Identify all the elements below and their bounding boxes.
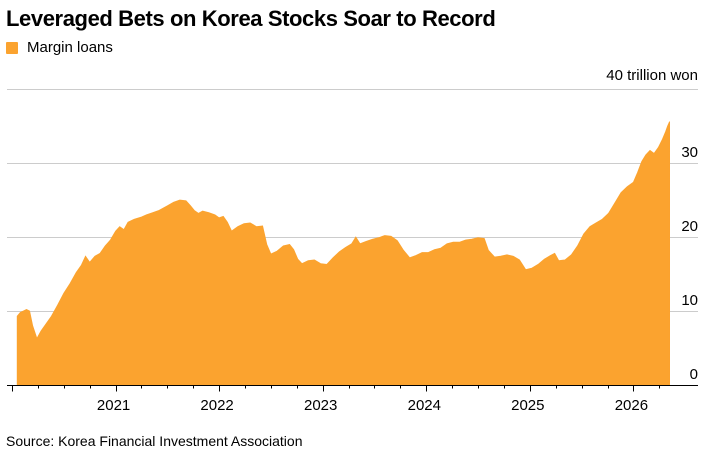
y-axis-tick-labels: 0 10 20 30	[681, 144, 698, 383]
y-axis-unit-label: 40 trillion won	[606, 67, 698, 84]
y-tick-label-0: 0	[690, 366, 698, 383]
chart-title: Leveraged Bets on Korea Stocks Soar to R…	[6, 6, 496, 31]
x-tick-label-2023: 2023	[304, 397, 337, 414]
y-tick-label-30: 30	[681, 144, 698, 161]
source-note: Source: Korea Financial Investment Assoc…	[6, 433, 303, 449]
x-tick-label-2022: 2022	[200, 397, 233, 414]
area-series	[16, 121, 670, 386]
legend-label-margin-loans: Margin loans	[27, 39, 113, 56]
y-tick-label-10: 10	[681, 292, 698, 309]
x-tick-label-2024: 2024	[408, 397, 441, 414]
legend: Margin loans	[6, 39, 113, 56]
legend-swatch-margin-loans	[6, 41, 18, 54]
x-tick-label-2025: 2025	[511, 397, 544, 414]
y-tick-label-20: 20	[681, 218, 698, 235]
x-axis: 2021 2022 2023 2024 2025 2026	[7, 385, 698, 414]
area-margin-loans	[16, 121, 670, 386]
x-tick-label-2021: 2021	[97, 397, 130, 414]
x-tick-label-2026: 2026	[615, 397, 648, 414]
